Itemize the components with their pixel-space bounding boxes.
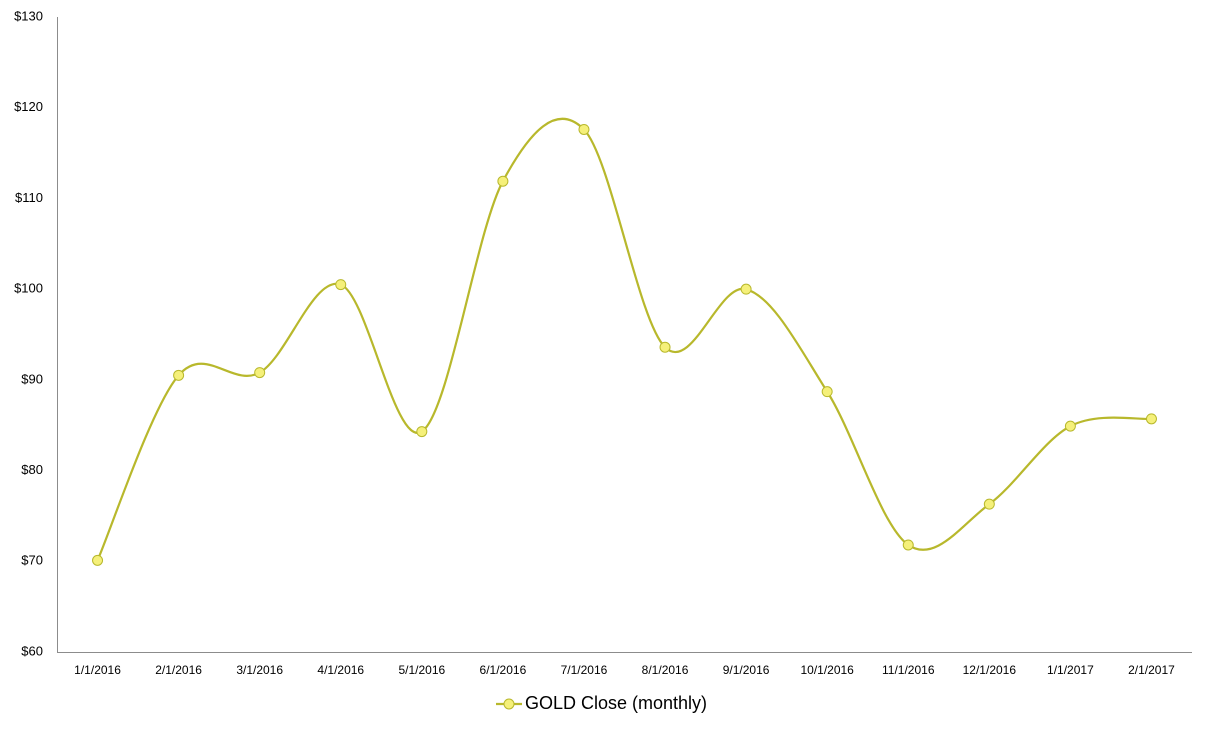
- y-tick-label: $60: [21, 643, 43, 658]
- x-tick-label: 12/1/2016: [963, 663, 1017, 677]
- y-tick-label: $70: [21, 553, 43, 568]
- marker: [497, 175, 509, 187]
- x-tick-label: 1/1/2017: [1047, 663, 1094, 677]
- y-tick-label: $110: [15, 190, 43, 205]
- x-tick-label: 4/1/2016: [317, 663, 364, 677]
- x-tick-label: 1/1/2016: [74, 663, 121, 677]
- legend-marker: [503, 698, 515, 710]
- marker: [902, 539, 914, 551]
- x-tick-label: 5/1/2016: [398, 663, 445, 677]
- x-tick-label: 2/1/2017: [1128, 663, 1175, 677]
- marker: [416, 426, 428, 438]
- x-tick-label: 10/1/2016: [800, 663, 854, 677]
- y-tick-label: $80: [21, 462, 43, 477]
- y-tick-label: $120: [14, 99, 43, 114]
- x-tick-label: 8/1/2016: [642, 663, 689, 677]
- y-tick-label: $100: [14, 281, 43, 296]
- marker: [1145, 413, 1157, 425]
- x-tick-label: 2/1/2016: [155, 663, 202, 677]
- x-tick-label: 11/1/2016: [882, 663, 935, 677]
- marker: [1064, 420, 1076, 432]
- marker: [740, 283, 752, 295]
- marker: [335, 279, 347, 291]
- marker: [983, 498, 995, 510]
- x-tick-label: 7/1/2016: [561, 663, 608, 677]
- marker: [254, 367, 266, 379]
- y-tick-label: $90: [21, 371, 43, 386]
- x-tick-label: 3/1/2016: [236, 663, 283, 677]
- marker: [92, 554, 104, 566]
- x-tick-label: 9/1/2016: [723, 663, 770, 677]
- marker: [821, 386, 833, 398]
- x-tick-label: 6/1/2016: [480, 663, 527, 677]
- marker: [173, 369, 185, 381]
- y-tick-label: $130: [14, 8, 43, 23]
- marker: [578, 123, 590, 135]
- marker: [659, 341, 671, 353]
- legend-label: GOLD Close (monthly): [525, 693, 707, 713]
- line: [96, 117, 1152, 561]
